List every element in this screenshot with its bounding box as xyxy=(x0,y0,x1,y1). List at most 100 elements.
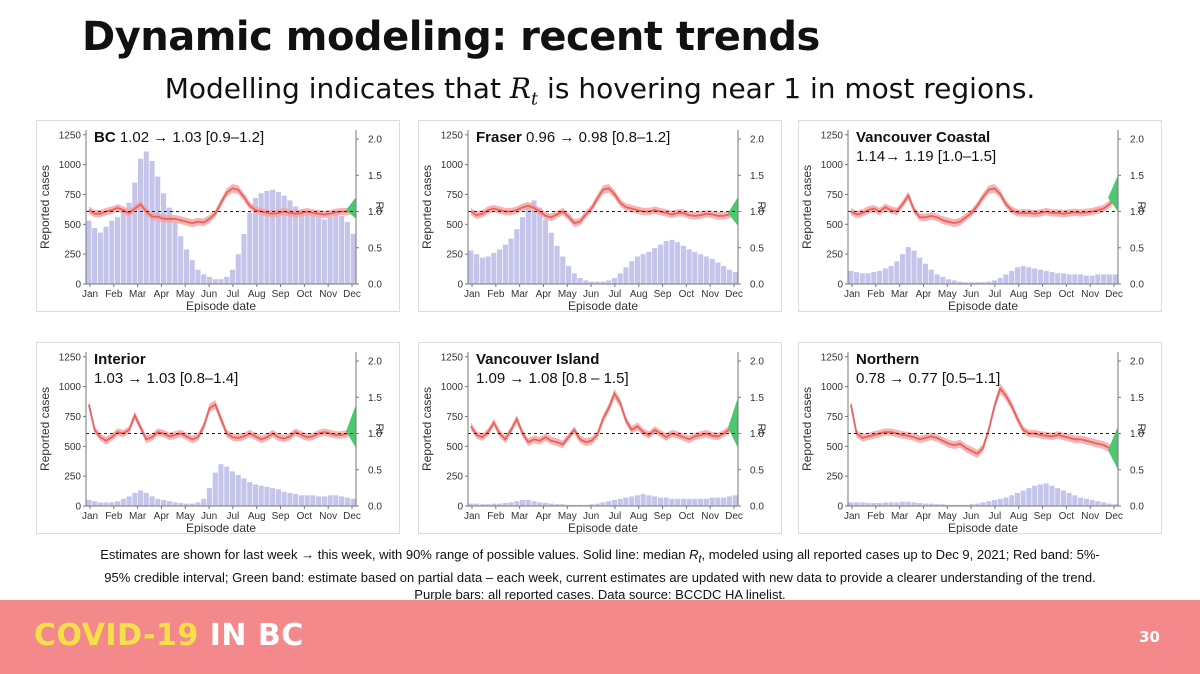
case-bar xyxy=(235,475,241,506)
case-bar xyxy=(1032,485,1038,506)
case-bar xyxy=(224,276,230,284)
case-bar xyxy=(161,500,167,506)
slide-subtitle: Modelling indicates that Rt is hovering … xyxy=(0,72,1200,110)
case-bar xyxy=(502,503,508,506)
y2-tick-label: 1.0 xyxy=(750,207,764,218)
x-tick-label: Jan xyxy=(82,511,98,522)
case-bar xyxy=(900,254,906,284)
rt-median-line xyxy=(850,386,1116,455)
y-tick-label: 1000 xyxy=(59,382,82,393)
x-tick-label: Jan xyxy=(82,289,98,300)
y2-axis-title: Rt xyxy=(755,424,767,435)
case-bar xyxy=(917,257,923,284)
y-tick-label: 750 xyxy=(826,412,843,423)
case-bar xyxy=(934,274,940,284)
chart-label-interior: Interior 1.03 → 1.03 [0.8–1.4] xyxy=(94,350,238,388)
case-bar xyxy=(680,498,686,506)
case-bar xyxy=(951,280,957,284)
rt-estimate: 1.14→ 1.19 [1.0–1.5] xyxy=(856,148,997,165)
x-tick-label: Oct xyxy=(297,289,313,300)
y-tick-label: 1250 xyxy=(821,352,844,363)
case-bar xyxy=(281,491,287,506)
case-bar xyxy=(703,256,709,284)
rt-credible-band xyxy=(850,383,1116,459)
case-bar xyxy=(640,494,646,506)
case-bar xyxy=(1003,497,1009,506)
case-bar xyxy=(848,502,854,506)
case-bar xyxy=(497,249,503,284)
case-bar xyxy=(304,495,310,506)
case-bar xyxy=(218,279,224,284)
chart-svg-northern: 0 250 500 750 1000 1250 0.0 0.5 1.0 1.5 2.0 Jan Feb M… xyxy=(798,342,1162,534)
case-bar xyxy=(316,217,322,284)
case-bar xyxy=(166,207,172,284)
x-tick-label: Dec xyxy=(1105,289,1123,300)
case-bar xyxy=(525,205,531,284)
case-bar xyxy=(900,501,906,506)
case-bar xyxy=(940,276,946,284)
x-tick-label: May xyxy=(176,511,195,522)
case-bar xyxy=(86,500,92,506)
x-axis-title: Episode date xyxy=(186,521,256,534)
case-bar xyxy=(502,244,508,284)
case-bar xyxy=(298,210,304,284)
case-bar xyxy=(264,190,270,284)
case-bar xyxy=(698,254,704,284)
case-bar xyxy=(1089,500,1095,506)
case-bar xyxy=(963,282,969,284)
case-bar xyxy=(692,251,698,284)
case-bar xyxy=(686,498,692,506)
case-bar xyxy=(871,503,877,506)
case-bar xyxy=(270,488,276,506)
x-tick-label: Jul xyxy=(989,289,1002,300)
case-bar xyxy=(888,266,894,284)
brand-logo: COVID-19 IN BC xyxy=(34,618,304,653)
case-bar xyxy=(1020,490,1026,506)
y2-tick-label: 1.5 xyxy=(1130,393,1144,404)
case-bar xyxy=(184,503,190,506)
case-bar xyxy=(1055,273,1061,284)
case-bar xyxy=(149,496,155,506)
case-bar xyxy=(865,273,871,284)
x-tick-label: May xyxy=(558,289,577,300)
case-bar xyxy=(287,200,293,284)
chart-panel-vancouver-island: 0 250 500 750 1000 1250 0.0 0.5 1.0 1.5 2.0 Jan Feb M… xyxy=(418,342,782,534)
case-bar xyxy=(525,500,531,506)
x-tick-label: Mar xyxy=(129,289,147,300)
y-tick-label: 250 xyxy=(64,250,81,261)
y2-axis-title: Rt xyxy=(373,424,385,435)
case-bar xyxy=(854,502,860,506)
y2-tick-label: 1.5 xyxy=(750,171,764,182)
case-bar xyxy=(485,256,491,284)
case-bar xyxy=(178,503,184,506)
case-bar xyxy=(548,232,554,284)
y2-tick-label: 1.5 xyxy=(368,171,382,182)
y-axis-title: Reported cases xyxy=(420,387,434,471)
case-bar xyxy=(997,498,1003,506)
case-bar xyxy=(1009,495,1015,506)
case-bar xyxy=(1014,267,1020,284)
rt-median-line xyxy=(470,187,736,225)
case-bar xyxy=(514,229,520,284)
case-bar xyxy=(721,266,727,284)
case-bar xyxy=(986,281,992,284)
case-bar xyxy=(327,495,333,506)
rt-partial-data-band xyxy=(346,404,356,448)
y2-tick-label: 2.0 xyxy=(750,357,764,368)
case-bar xyxy=(1043,483,1049,506)
case-bar xyxy=(327,217,333,284)
case-bar xyxy=(640,254,646,284)
region-name: Fraser xyxy=(476,129,522,146)
rt-partial-data-band xyxy=(1108,175,1118,212)
x-tick-label: Sep xyxy=(654,511,672,522)
x-tick-label: Sep xyxy=(1034,511,1052,522)
y-tick-label: 500 xyxy=(446,220,463,231)
case-bar xyxy=(281,195,287,284)
case-bar xyxy=(109,502,115,506)
y-axis-title: Reported cases xyxy=(420,165,434,249)
case-bar xyxy=(877,270,883,284)
y-tick-label: 750 xyxy=(64,190,81,201)
rt-median-line xyxy=(470,391,736,446)
case-bar xyxy=(1032,268,1038,284)
x-tick-label: May xyxy=(558,511,577,522)
